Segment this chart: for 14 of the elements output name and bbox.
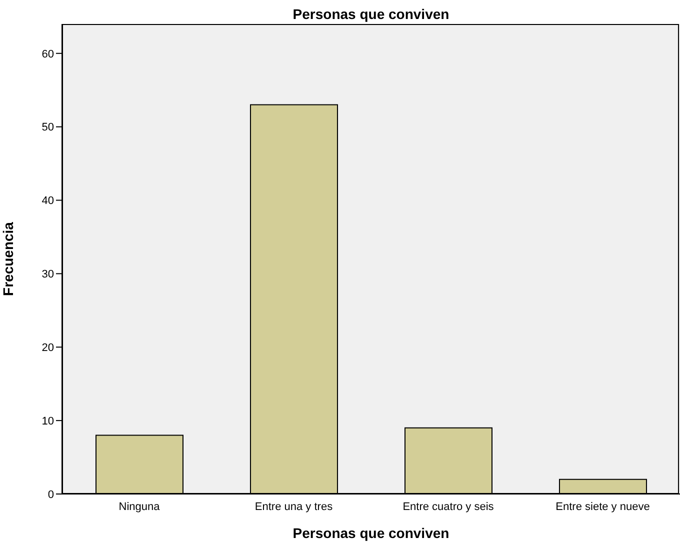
x-axis-title: Personas que conviven (292, 525, 450, 541)
x-tick-label: Entre cuatro y seis (402, 500, 494, 513)
y-axis-title: Frecuencia (0, 222, 16, 296)
y-tick-label: 60 (42, 48, 54, 60)
y-tick-label: 40 (42, 195, 54, 208)
y-tick-label: 20 (42, 342, 54, 354)
x-tick-label: Entre siete y nueve (556, 500, 650, 513)
y-tick-label: 0 (48, 488, 54, 501)
y-tick-label: 30 (42, 268, 54, 281)
x-tick-label: Ninguna (118, 500, 161, 513)
y-tick-label: 10 (42, 415, 54, 428)
chart-title: Personas que conviven (292, 6, 450, 22)
y-tick-label: 50 (42, 122, 54, 134)
x-tick-label: Entre una y tres (254, 500, 334, 513)
